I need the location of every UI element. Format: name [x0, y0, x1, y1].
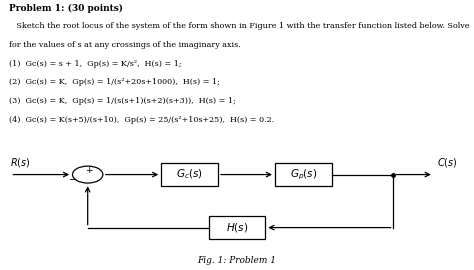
Text: Problem 1: (30 points): Problem 1: (30 points)	[9, 4, 124, 13]
Text: (1)  Gc(s) = s + 1,  Gp(s) = K/s²,  H(s) = 1;: (1) Gc(s) = s + 1, Gp(s) = K/s², H(s) = …	[9, 60, 182, 68]
Text: Fig. 1: Problem 1: Fig. 1: Problem 1	[198, 256, 276, 265]
FancyBboxPatch shape	[275, 163, 332, 186]
FancyBboxPatch shape	[209, 216, 265, 239]
Text: for the values of s at any crossings of the imaginary axis.: for the values of s at any crossings of …	[9, 41, 241, 49]
Text: $H(s)$: $H(s)$	[226, 221, 248, 234]
Text: +: +	[85, 166, 93, 175]
FancyBboxPatch shape	[161, 163, 218, 186]
Text: (2)  Gc(s) = K,  Gp(s) = 1/(s²+20s+1000),  H(s) = 1;: (2) Gc(s) = K, Gp(s) = 1/(s²+20s+1000), …	[9, 78, 220, 86]
Text: Sketch the root locus of the system of the form shown in Figure 1 with the trans: Sketch the root locus of the system of t…	[9, 22, 470, 30]
Text: $G_p(s)$: $G_p(s)$	[290, 167, 317, 182]
Text: $R(s)$: $R(s)$	[10, 156, 31, 169]
Text: −: −	[69, 176, 78, 185]
Text: $C(s)$: $C(s)$	[437, 156, 457, 169]
Text: (4)  Gc(s) = K(s+5)/(s+10),  Gp(s) = 25/(s²+10s+25),  H(s) = 0.2.: (4) Gc(s) = K(s+5)/(s+10), Gp(s) = 25/(s…	[9, 116, 275, 123]
Text: (3)  Gc(s) = K,  Gp(s) = 1/(s(s+1)(s+2)(s+3)),  H(s) = 1;: (3) Gc(s) = K, Gp(s) = 1/(s(s+1)(s+2)(s+…	[9, 97, 236, 105]
Text: $G_c(s)$: $G_c(s)$	[176, 168, 203, 181]
